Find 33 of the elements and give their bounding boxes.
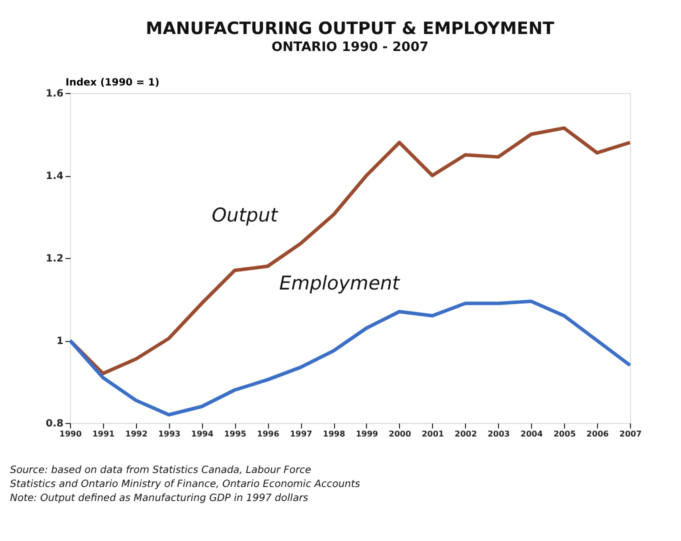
series-label: Output bbox=[212, 204, 280, 226]
source-note: Source: based on data from Statistics Canada, Labour Force bbox=[10, 465, 312, 476]
x-tick-label: 2007 bbox=[619, 430, 642, 438]
x-tick-label: 2006 bbox=[586, 430, 610, 438]
x-tick-label: 1992 bbox=[125, 430, 148, 438]
chart-subtitle: ONTARIO 1990 - 2007 bbox=[271, 40, 429, 55]
chart-title: MANUFACTURING OUTPUT & EMPLOYMENT bbox=[146, 19, 555, 39]
y-tick-label: 1.2 bbox=[46, 254, 64, 264]
y-tick-label: 0.8 bbox=[46, 418, 64, 430]
y-tick-label: 1 bbox=[56, 336, 64, 347]
x-tick-label: 1991 bbox=[92, 430, 116, 438]
x-tick-label: 2001 bbox=[422, 430, 444, 438]
x-tick-label: 1994 bbox=[191, 430, 214, 438]
series-label: Employment bbox=[279, 272, 402, 295]
text: Note: Output defined as Manufacturing GDP in 1997 dollars bbox=[10, 493, 308, 504]
x-tick-label: 2000 bbox=[388, 430, 412, 438]
x-tick-label: 1990 bbox=[59, 430, 82, 438]
x-tick-label: 2002 bbox=[454, 430, 477, 438]
x-tick-label: 1997 bbox=[290, 430, 312, 438]
y-tick-label: 1.4 bbox=[46, 171, 64, 182]
x-tick-label: 1996 bbox=[257, 430, 280, 438]
x-tick-label: 1995 bbox=[224, 430, 247, 438]
x-tick-label: 2003 bbox=[488, 430, 510, 438]
x-tick-label: 2005 bbox=[553, 430, 576, 438]
line-series bbox=[68, 126, 632, 376]
y-axis-title: Index (1990 = 1) bbox=[66, 78, 160, 88]
text: Statistics and Ontario Ministry of Finance, Ontario Economic Accounts bbox=[10, 479, 360, 490]
x-tick-label: 1993 bbox=[158, 430, 180, 438]
line-series bbox=[68, 300, 632, 416]
x-tick-label: 1998 bbox=[322, 430, 346, 438]
y-tick-label: 1.6 bbox=[46, 88, 64, 100]
x-tick-label: 1999 bbox=[356, 430, 379, 438]
x-tick-label: 2004 bbox=[520, 430, 544, 438]
